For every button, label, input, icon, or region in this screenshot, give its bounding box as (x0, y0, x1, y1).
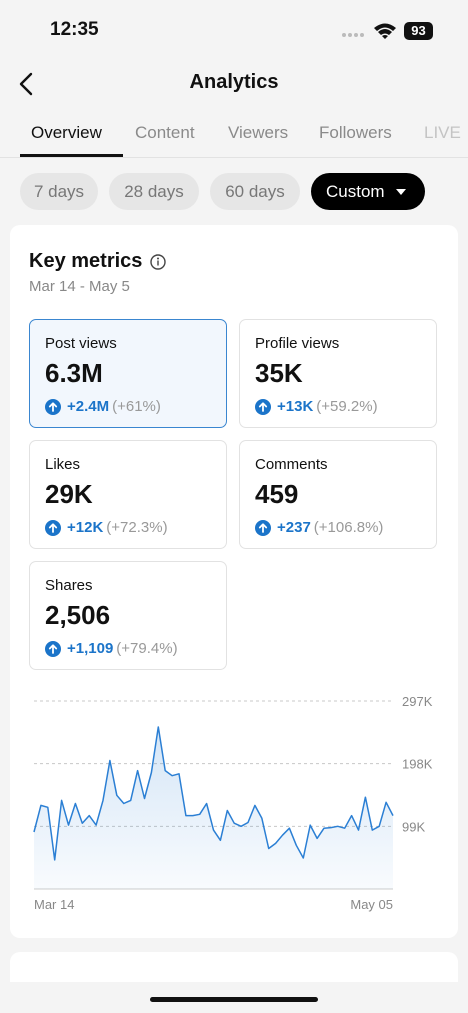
area (34, 727, 393, 889)
metric-change: +2.4M (+61%) (45, 398, 161, 415)
metric-label: Profile views (255, 335, 340, 352)
metric-label: Comments (255, 456, 328, 473)
section-title: Key metrics (29, 250, 143, 272)
up-icon (45, 519, 61, 536)
change-value: +12K (67, 519, 104, 536)
page-title: Analytics (189, 71, 279, 93)
date-range: Mar 14 - May 5 (29, 278, 130, 295)
change-percent: (+79.4%) (116, 640, 178, 657)
tab[interactable]: Content (135, 123, 195, 142)
metric-card[interactable]: Shares 2,506 +1,109 (+79.4%) (29, 561, 227, 670)
filter-pill[interactable]: 60 days (210, 173, 300, 210)
change-value: +2.4M (67, 398, 110, 415)
dropdown-icon (396, 189, 406, 195)
metric-value: 29K (45, 479, 93, 509)
metric-change: +1,109 (+79.4%) (45, 640, 178, 657)
change-value: +237 (277, 519, 311, 536)
metric-value: 459 (255, 479, 299, 509)
next-card (10, 952, 458, 982)
filter-pill[interactable]: 28 days (109, 173, 199, 210)
metric-label: Likes (45, 456, 81, 473)
metric-value: 35K (255, 358, 303, 388)
metric-value: 6.3M (45, 358, 103, 388)
up-icon (255, 519, 271, 536)
y-tick-label: 297K (402, 694, 433, 709)
tab-indicator (20, 154, 123, 157)
status-time: 12:35 (50, 19, 99, 40)
metric-card[interactable]: Post views 6.3M +2.4M (+61%) (29, 319, 227, 428)
change-percent: (+72.3%) (106, 519, 168, 536)
battery: 93 (404, 22, 433, 40)
tab-bar: Overview Content Viewers Followers LIVE (0, 110, 468, 158)
filter-pill[interactable]: Custom (311, 173, 425, 210)
metric-value: 2,506 (45, 600, 111, 630)
change-percent: (+106.8%) (313, 519, 384, 536)
x-tick-label: Mar 14 (34, 897, 74, 912)
tab[interactable]: Followers (319, 123, 392, 142)
line (33, 726, 394, 861)
back-button[interactable] (16, 71, 36, 97)
up-icon (45, 640, 61, 657)
metric-change: +237 (+106.8%) (255, 519, 383, 536)
change-value: +1,109 (67, 640, 114, 657)
change-percent: (+59.2%) (316, 398, 378, 415)
tab[interactable]: Viewers (228, 123, 289, 142)
y-tick-label: 99K (402, 819, 425, 834)
metric-change: +12K (+72.3%) (45, 519, 168, 536)
filter-label: Custom (326, 182, 385, 201)
change-value: +13K (277, 398, 314, 415)
filter-pill[interactable]: 7 days (20, 173, 98, 210)
tab[interactable]: LIVE (424, 123, 461, 142)
metric-change: +13K (+59.2%) (255, 398, 378, 415)
chart: 99K 198K 297K Mar 14 May 05 (33, 694, 433, 912)
metric-card[interactable]: Profile views 35K +13K (+59.2%) (239, 319, 437, 428)
tab[interactable]: Overview (31, 123, 102, 142)
metric-card[interactable]: Likes 29K +12K (+72.3%) (29, 440, 227, 549)
metric-label: Post views (45, 335, 117, 352)
up-icon (45, 398, 61, 415)
y-tick-label: 198K (402, 757, 433, 772)
home-indicator (150, 997, 318, 1002)
x-tick-label: May 05 (350, 897, 393, 912)
change-percent: (+61%) (112, 398, 161, 415)
up-icon (255, 398, 271, 415)
status-icons (342, 23, 396, 39)
metric-label: Shares (45, 577, 93, 594)
info-icon[interactable] (149, 253, 167, 271)
metric-card[interactable]: Comments 459 +237 (+106.8%) (239, 440, 437, 549)
